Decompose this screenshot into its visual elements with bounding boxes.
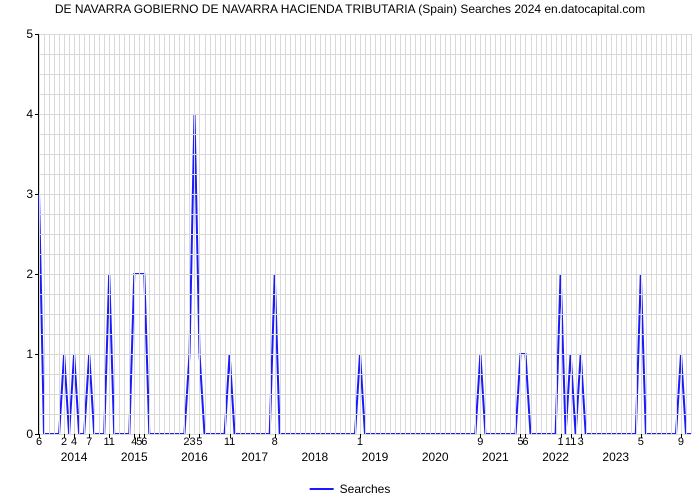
plot-area: 0123456247114562351181956111359201420152…: [38, 34, 691, 435]
legend-label: Searches: [340, 482, 391, 496]
x-year-label: 2015: [121, 434, 148, 464]
legend-swatch: [310, 488, 334, 490]
x-year-label: 2016: [181, 434, 208, 464]
x-year-label: 2017: [241, 434, 268, 464]
x-year-label: 2019: [362, 434, 389, 464]
x-year-label: 2021: [482, 434, 509, 464]
x-year-label: 2022: [542, 434, 569, 464]
x-year-label: 2023: [602, 434, 629, 464]
legend: Searches: [310, 482, 391, 496]
x-year-label: 2020: [422, 434, 449, 464]
x-year-label: 2014: [61, 434, 88, 464]
chart-title: DE NAVARRA GOBIERNO DE NAVARRA HACIENDA …: [0, 2, 700, 16]
x-year-label: 2018: [301, 434, 328, 464]
